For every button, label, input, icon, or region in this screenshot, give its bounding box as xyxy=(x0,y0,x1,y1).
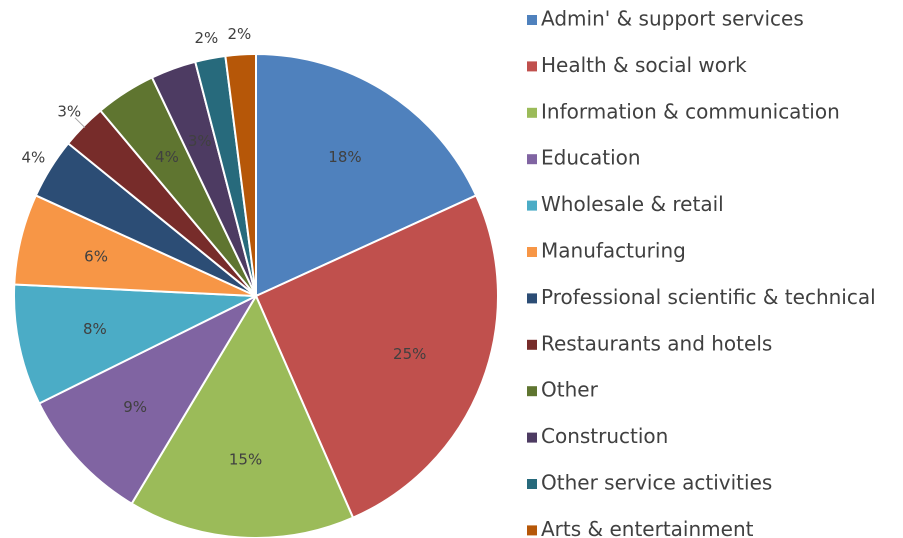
legend-swatch xyxy=(527,15,537,25)
legend-label: Information & communication xyxy=(541,99,840,123)
legend-label: Admin' & support services xyxy=(541,7,804,31)
legend-label: Wholesale & retail xyxy=(541,192,724,216)
legend-swatch xyxy=(527,247,537,257)
data-label: 2% xyxy=(195,29,219,47)
legend-label: Other service activities xyxy=(541,471,772,495)
data-label: 18% xyxy=(328,148,361,166)
legend-label: Restaurants and hotels xyxy=(541,331,772,355)
pie-slice xyxy=(13,283,260,405)
legend-swatch xyxy=(527,525,537,536)
legend-swatch xyxy=(527,154,537,165)
pie-slice xyxy=(224,52,257,297)
data-label: 9% xyxy=(123,398,147,416)
data-label: 2% xyxy=(227,25,251,43)
leader-line xyxy=(74,117,86,129)
legend-swatch xyxy=(527,479,537,489)
legend-swatch xyxy=(527,107,537,118)
data-label: 4% xyxy=(21,148,45,166)
legend-label: Other xyxy=(541,378,599,402)
data-label: 4% xyxy=(155,148,179,166)
legend-swatch xyxy=(527,61,537,72)
legend-swatch xyxy=(527,339,537,350)
legend-label: Health & social work xyxy=(541,53,747,77)
legend-swatch xyxy=(527,200,537,211)
pie-slice xyxy=(254,194,499,520)
data-label: 6% xyxy=(84,248,108,266)
pie-slice xyxy=(255,52,478,298)
legend-swatch xyxy=(527,432,537,443)
legend-label: Construction xyxy=(541,424,668,448)
legend-label: Arts & entertainment xyxy=(541,517,754,538)
legend-swatch xyxy=(527,386,537,397)
data-label: 3% xyxy=(57,103,81,121)
data-label: 3% xyxy=(188,132,212,150)
pie-slice xyxy=(37,293,259,506)
legend-label: Education xyxy=(541,146,641,170)
legend-label: Professional scientific & technical xyxy=(541,285,876,309)
legend-swatch xyxy=(527,293,537,304)
data-label: 15% xyxy=(229,451,262,469)
legend-label: Manufacturing xyxy=(541,239,686,263)
data-label: 8% xyxy=(83,320,107,338)
data-label: 25% xyxy=(393,345,426,363)
